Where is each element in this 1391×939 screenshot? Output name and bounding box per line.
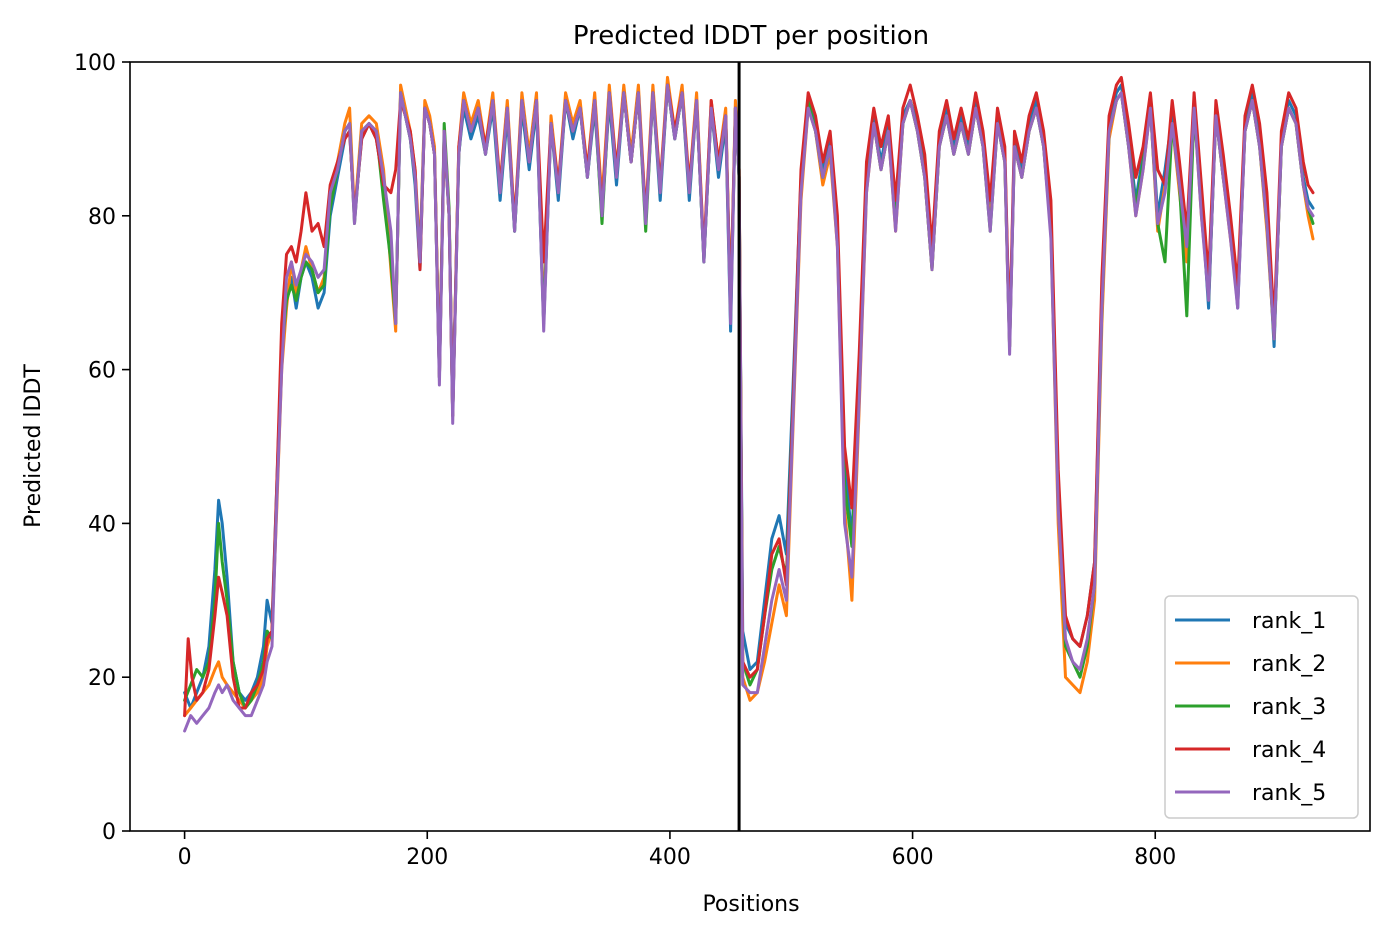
x-tick-label: 600 — [892, 845, 934, 870]
x-axis-title: Positions — [702, 892, 799, 917]
legend-box — [1164, 595, 1359, 819]
legend-label-rank-2: rank_2 — [1252, 652, 1326, 677]
series-line-rank-5 — [183, 83, 1315, 733]
legend-label-rank-4: rank_4 — [1252, 738, 1326, 763]
series-layer — [183, 75, 1315, 733]
plot-area-frame — [129, 61, 1371, 832]
y-tick-label: 40 — [88, 512, 116, 537]
legend-label-rank-3: rank_3 — [1252, 695, 1326, 720]
legend: rank_1 rank_2 rank_3 rank_4 rank_5 — [1164, 595, 1359, 819]
y-tick-label: 0 — [102, 820, 116, 845]
y-axis-title: Predicted lDDT — [21, 364, 46, 528]
x-tick-label: 200 — [406, 845, 448, 870]
legend-label-rank-1: rank_1 — [1252, 609, 1326, 634]
legend-label-rank-5: rank_5 — [1252, 781, 1326, 806]
x-tick-label: 400 — [649, 845, 691, 870]
y-tick-label: 100 — [74, 51, 116, 76]
y-tick-label: 20 — [88, 666, 116, 691]
y-tick-label: 60 — [88, 359, 116, 384]
chart-title: Predicted lDDT per position — [573, 21, 929, 51]
series-line-rank-4 — [183, 75, 1315, 718]
y-axis: 0 20 40 60 80 100 — [74, 51, 130, 845]
x-tick-label: 800 — [1134, 845, 1176, 870]
x-axis: 0 200 400 600 800 — [178, 831, 1176, 870]
x-tick-label: 0 — [178, 845, 192, 870]
y-tick-label: 80 — [88, 205, 116, 230]
